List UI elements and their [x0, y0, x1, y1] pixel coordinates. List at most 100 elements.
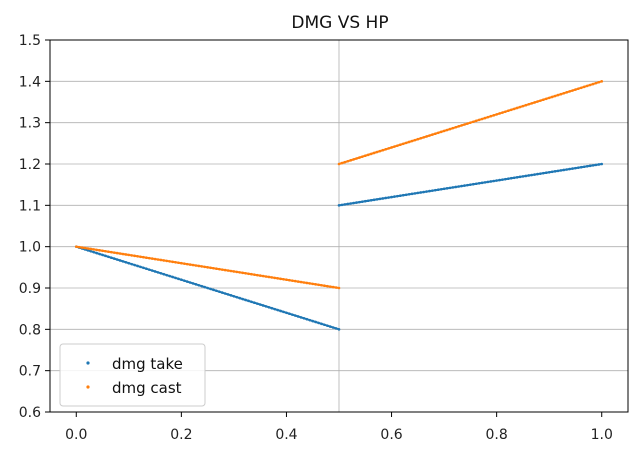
data-point [483, 181, 487, 184]
data-point [323, 284, 326, 288]
data-point [139, 255, 142, 259]
data-point [480, 117, 484, 121]
data-point [182, 279, 186, 282]
data-point [343, 160, 347, 164]
data-point [401, 193, 405, 197]
data-point [591, 164, 595, 167]
data-point [536, 100, 539, 103]
data-point [512, 176, 516, 180]
data-point [527, 102, 531, 106]
data-point [515, 106, 519, 110]
data-point [112, 257, 116, 260]
data-point [142, 266, 145, 270]
plot-frame [49, 39, 629, 413]
data-point [597, 163, 601, 166]
data-point [434, 132, 437, 135]
y-tick-label: 0.9 [19, 281, 41, 297]
data-point [507, 109, 510, 113]
data-point [270, 306, 274, 310]
data-point [361, 155, 364, 158]
data-point [428, 189, 431, 193]
data-point [136, 264, 139, 268]
data-point [168, 260, 171, 263]
data-point [372, 151, 376, 155]
data-point [95, 248, 99, 252]
data-point [150, 257, 154, 260]
data-point [594, 163, 598, 167]
data-point [302, 281, 306, 284]
data-point [524, 174, 528, 178]
data-point [258, 274, 262, 277]
data-point [387, 196, 390, 199]
data-point [323, 323, 326, 327]
data-point [83, 246, 87, 250]
data-point [568, 167, 571, 171]
data-point [363, 199, 367, 203]
data-point [495, 179, 498, 182]
data-point [311, 282, 315, 286]
data-point [226, 269, 230, 272]
data-point [507, 177, 510, 180]
data-point [591, 82, 595, 86]
data-point [130, 254, 134, 257]
data-point [311, 319, 315, 323]
data-point [568, 90, 571, 93]
data-point [515, 176, 519, 179]
data-point [375, 150, 379, 154]
data-point [474, 119, 478, 123]
data-point [162, 272, 166, 276]
data-point [396, 144, 399, 147]
data-point [177, 261, 180, 265]
data-point [107, 255, 110, 259]
data-point [358, 200, 361, 204]
data-point [127, 261, 131, 265]
data-point [381, 148, 385, 152]
data-point [124, 260, 128, 264]
data-point [474, 182, 478, 186]
data-point [445, 187, 449, 190]
data-point [334, 286, 338, 289]
data-point [279, 309, 282, 313]
data-point [582, 165, 586, 169]
data-point [279, 277, 282, 281]
data-point [334, 327, 338, 330]
x-tick-label: 0.8 [486, 427, 508, 443]
data-point [247, 299, 250, 303]
data-point [399, 143, 402, 147]
data-point [133, 254, 136, 258]
data-point [369, 152, 373, 156]
data-point [223, 292, 227, 295]
data-point [212, 288, 215, 292]
data-point [288, 278, 291, 282]
data-point [212, 266, 215, 270]
data-point [436, 188, 440, 192]
data-point [241, 271, 244, 275]
data-point [247, 272, 250, 276]
data-point [136, 255, 139, 258]
data-point [574, 88, 577, 91]
data-point [559, 169, 563, 172]
data-point [358, 156, 361, 159]
data-point [200, 265, 204, 268]
series-dmg-cast [74, 80, 604, 290]
data-point [308, 318, 312, 322]
data-point [98, 252, 101, 256]
data-point [331, 285, 335, 289]
x-tick-label: 0.4 [275, 427, 297, 443]
data-point [343, 203, 347, 206]
data-point [229, 294, 233, 297]
data-point [486, 180, 490, 184]
data-point [504, 177, 507, 181]
data-point [98, 249, 101, 252]
data-point [159, 258, 163, 262]
data-point [460, 184, 463, 188]
data-point [436, 131, 440, 135]
data-point [553, 170, 557, 173]
data-point [89, 247, 93, 251]
data-point [101, 249, 104, 253]
data-point [498, 178, 501, 182]
data-point [95, 251, 99, 255]
data-point [308, 282, 312, 285]
data-point [229, 269, 233, 273]
data-point [413, 138, 417, 142]
